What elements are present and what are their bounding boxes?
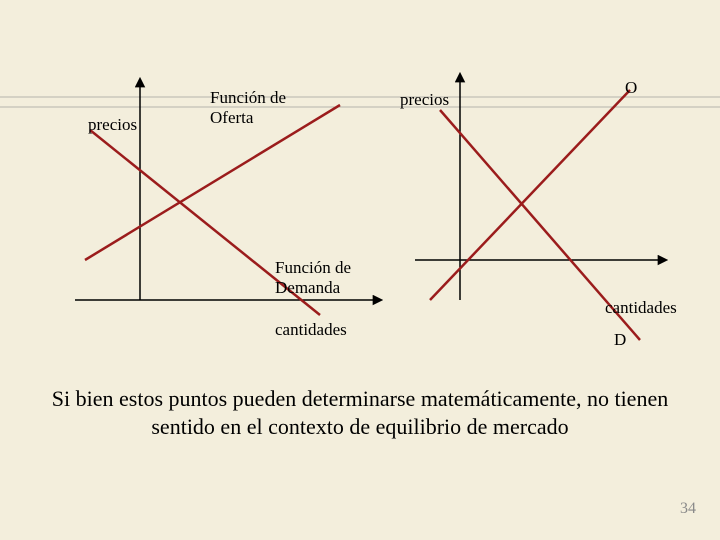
- left-axis-label-cantidades: cantidades: [275, 320, 347, 340]
- page-number: 34: [680, 500, 696, 518]
- label-supply-O: O: [625, 78, 637, 98]
- label-funcion-demanda: Función de Demanda: [275, 258, 351, 298]
- label-demand-D: D: [614, 330, 626, 350]
- right-axis-label-precios: precios: [400, 90, 449, 110]
- right-axis-label-cantidades: cantidades: [605, 298, 677, 318]
- left-axis-label-precios: precios: [88, 115, 137, 135]
- slide: { "slide": { "background_color": "#f3eed…: [0, 0, 720, 540]
- diagram-canvas: [0, 0, 720, 540]
- body-text: Si bien estos puntos pueden determinarse…: [50, 385, 670, 440]
- label-funcion-oferta: Función de Oferta: [210, 88, 286, 128]
